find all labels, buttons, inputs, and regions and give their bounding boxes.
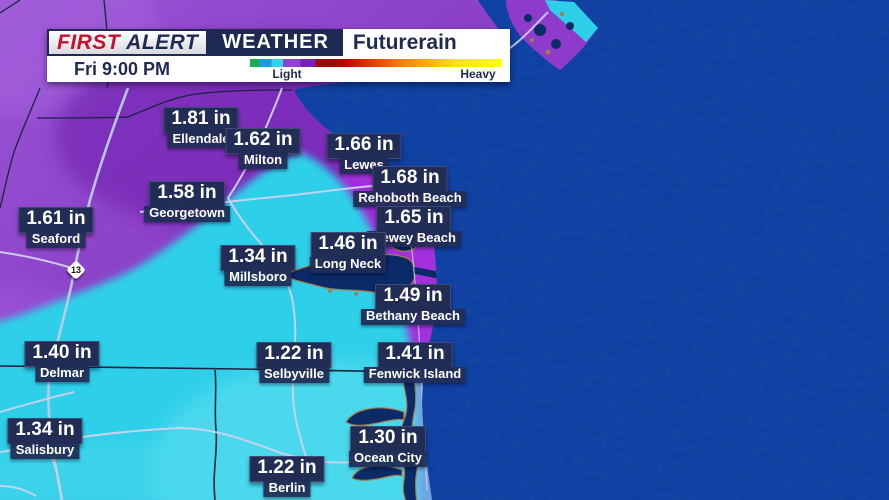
- us-13: [47, 87, 130, 500]
- st-martin-river: [345, 407, 405, 426]
- cape-strip: [506, 0, 598, 70]
- brand-alert: ALERT: [126, 30, 199, 54]
- banner-bottom-row: Fri 9:00 PM Light Heavy: [47, 56, 510, 82]
- state-line-vertical: [213, 369, 218, 500]
- banner-top-row: FIRST ALERT WEATHER Futurerain: [47, 29, 510, 56]
- intensity-legend: Light Heavy: [250, 59, 502, 81]
- first-alert-logo: FIRST ALERT: [47, 29, 209, 56]
- product-title: Futurerain: [352, 30, 457, 54]
- intensity-gradient-bar: [250, 59, 502, 67]
- route-13-number: 13: [70, 264, 82, 275]
- brand-first: FIRST: [57, 30, 121, 54]
- legend-heavy-label: Heavy: [460, 67, 496, 81]
- first-alert-banner: FIRST ALERT WEATHER Futurerain Fri 9:00 …: [47, 29, 510, 82]
- rehoboth-bay: [385, 212, 418, 252]
- inlet: [410, 266, 440, 279]
- timestamp: Fri 9:00 PM: [74, 58, 171, 79]
- brand-weather: WEATHER: [208, 29, 343, 56]
- legend-light-label: Light: [272, 67, 302, 81]
